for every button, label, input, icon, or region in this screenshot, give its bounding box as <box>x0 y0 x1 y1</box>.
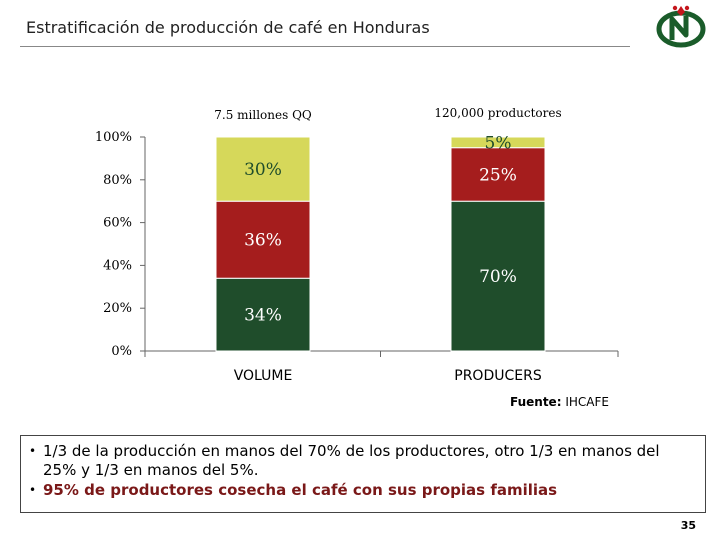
y-tick-label: 100% <box>95 130 132 145</box>
data-label: 30% <box>244 160 282 180</box>
bullet-text: 1/3 de la producción en manos del 70% de… <box>43 442 660 479</box>
chart-labels: 0% 20% 40% 60% 80% 100% 34% 36% 30% VOLUME 7.5 mil… <box>95 106 562 384</box>
data-label: 25% <box>479 165 517 185</box>
bullet-item: • 1/3 de la producción en manos del 70% … <box>29 442 697 480</box>
bar-segment <box>215 200 311 279</box>
y-tick-label: 0% <box>111 344 132 359</box>
x-tick-label: PRODUCERS <box>454 368 542 384</box>
chart-axes <box>140 136 619 357</box>
stacked-bar-chart: 0% 20% 40% 60% 80% 100% 34% 36% 30% VOLUME 7.5 mil… <box>95 106 619 384</box>
bullet-item: • 95% de productores cosecha el café con… <box>29 481 697 500</box>
key-points-box: • 1/3 de la producción en manos del 70% … <box>20 435 706 513</box>
y-tick-label: 60% <box>103 216 132 231</box>
source-note: Fuente: IHCAFE <box>510 395 609 409</box>
data-label: 36% <box>244 231 282 251</box>
chart-bars <box>215 136 546 352</box>
y-tick-label: 20% <box>103 301 132 316</box>
bullet-dot-icon: • <box>29 483 37 497</box>
y-tick-label: 80% <box>103 173 132 188</box>
bullet-dot-icon: • <box>29 444 37 458</box>
bar-segment <box>450 200 546 352</box>
bar-header-label: 7.5 millones QQ <box>214 108 312 122</box>
data-label: 70% <box>479 267 517 287</box>
source-label: Fuente: <box>510 395 562 409</box>
bar-segment <box>215 136 311 202</box>
bar-header-label: 120,000 productores <box>434 106 561 120</box>
bar-segment <box>450 136 546 149</box>
data-label: 5% <box>485 133 512 153</box>
source-value: IHCAFE <box>565 395 609 409</box>
slide-title: Estratificación de producción de café en… <box>26 18 430 37</box>
ihcafe-logo-icon <box>656 5 706 48</box>
bar-segment <box>215 277 311 352</box>
data-label: 34% <box>244 306 282 326</box>
title-divider <box>20 46 630 47</box>
x-tick-label: VOLUME <box>234 368 293 384</box>
bullet-text: 95% de productores cosecha el café con s… <box>43 481 558 499</box>
page-number: 35 <box>680 519 696 532</box>
y-tick-label: 40% <box>103 258 132 273</box>
